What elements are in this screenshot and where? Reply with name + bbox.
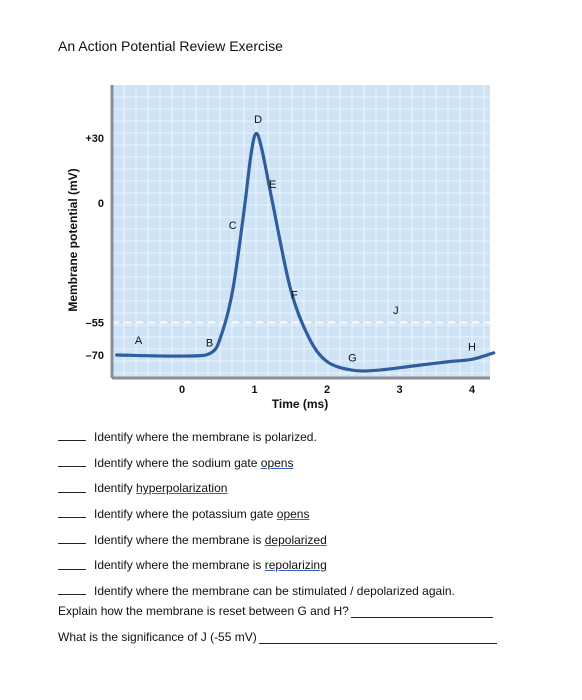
question-text: Identify where the membrane can be stimu… — [94, 583, 455, 598]
question-text: Identify where the membrane is depolariz… — [94, 532, 327, 547]
question-row: Identify where the membrane is repolariz… — [58, 552, 528, 578]
y-tick-label: 0 — [98, 198, 104, 210]
answer-line[interactable] — [350, 607, 493, 618]
x-tick-label: 2 — [324, 384, 330, 396]
x-tick-label: 0 — [179, 384, 185, 396]
question-text: Identify where the sodium gate opens — [94, 455, 294, 470]
question-row: Identify hyperpolarization — [58, 475, 528, 501]
significance-question: What is the significance of J (-55 mV) — [58, 630, 497, 644]
answer-line[interactable] — [258, 633, 497, 644]
question-text: Identify where the membrane is repolariz… — [94, 558, 327, 573]
reset-question: Explain how the membrane is reset betwee… — [58, 604, 493, 618]
y-axis-title: Membrane potential (mV) — [66, 168, 80, 311]
point-label-c: C — [229, 220, 237, 232]
y-tick-label: +30 — [85, 133, 104, 145]
point-label-j: J — [393, 305, 399, 317]
question-list: Identify where the membrane is polarized… — [58, 424, 528, 604]
question-row: Identify where the membrane is depolariz… — [58, 527, 528, 553]
y-tick-label: –70 — [86, 350, 104, 362]
answer-blank[interactable] — [58, 586, 86, 596]
answer-blank[interactable] — [58, 458, 86, 468]
action-potential-chart: +30 0 –55 –70 0 1 2 3 4 A B C D E F G J H Membrane pote… — [66, 85, 496, 411]
point-label-g: G — [348, 353, 357, 365]
page-title: An Action Potential Review Exercise — [58, 38, 283, 54]
answer-blank[interactable] — [58, 535, 86, 545]
x-tick-label: 1 — [251, 384, 257, 396]
x-axis-title: Time (ms) — [272, 397, 328, 411]
point-label-h: H — [468, 342, 476, 354]
point-label-e: E — [269, 179, 276, 191]
point-label-d: D — [254, 114, 262, 126]
question-text: Identify where the membrane is polarized… — [94, 429, 317, 444]
answer-blank[interactable] — [58, 561, 86, 570]
question-row: Identify where the membrane is polarized… — [58, 424, 528, 450]
question-row: Identify where the membrane can be stimu… — [58, 578, 528, 604]
point-label-a: A — [135, 335, 143, 347]
x-tick-label: 4 — [469, 384, 476, 396]
answer-blank[interactable] — [58, 509, 86, 519]
question-text: Identify hyperpolarization — [94, 481, 228, 496]
y-tick-label: –55 — [86, 317, 104, 329]
answer-blank[interactable] — [58, 484, 86, 493]
question-text: Identify where the potassium gate opens — [94, 506, 310, 521]
membrane-potential-curve — [115, 131, 496, 373]
point-label-f: F — [291, 290, 298, 302]
plot-area — [112, 85, 490, 378]
answer-blank[interactable] — [58, 432, 86, 442]
x-tick-label: 3 — [396, 384, 402, 396]
question-row: Identify where the sodium gate opens — [58, 450, 528, 476]
point-label-b: B — [206, 337, 213, 349]
question-row: Identify where the potassium gate opens — [58, 501, 528, 527]
